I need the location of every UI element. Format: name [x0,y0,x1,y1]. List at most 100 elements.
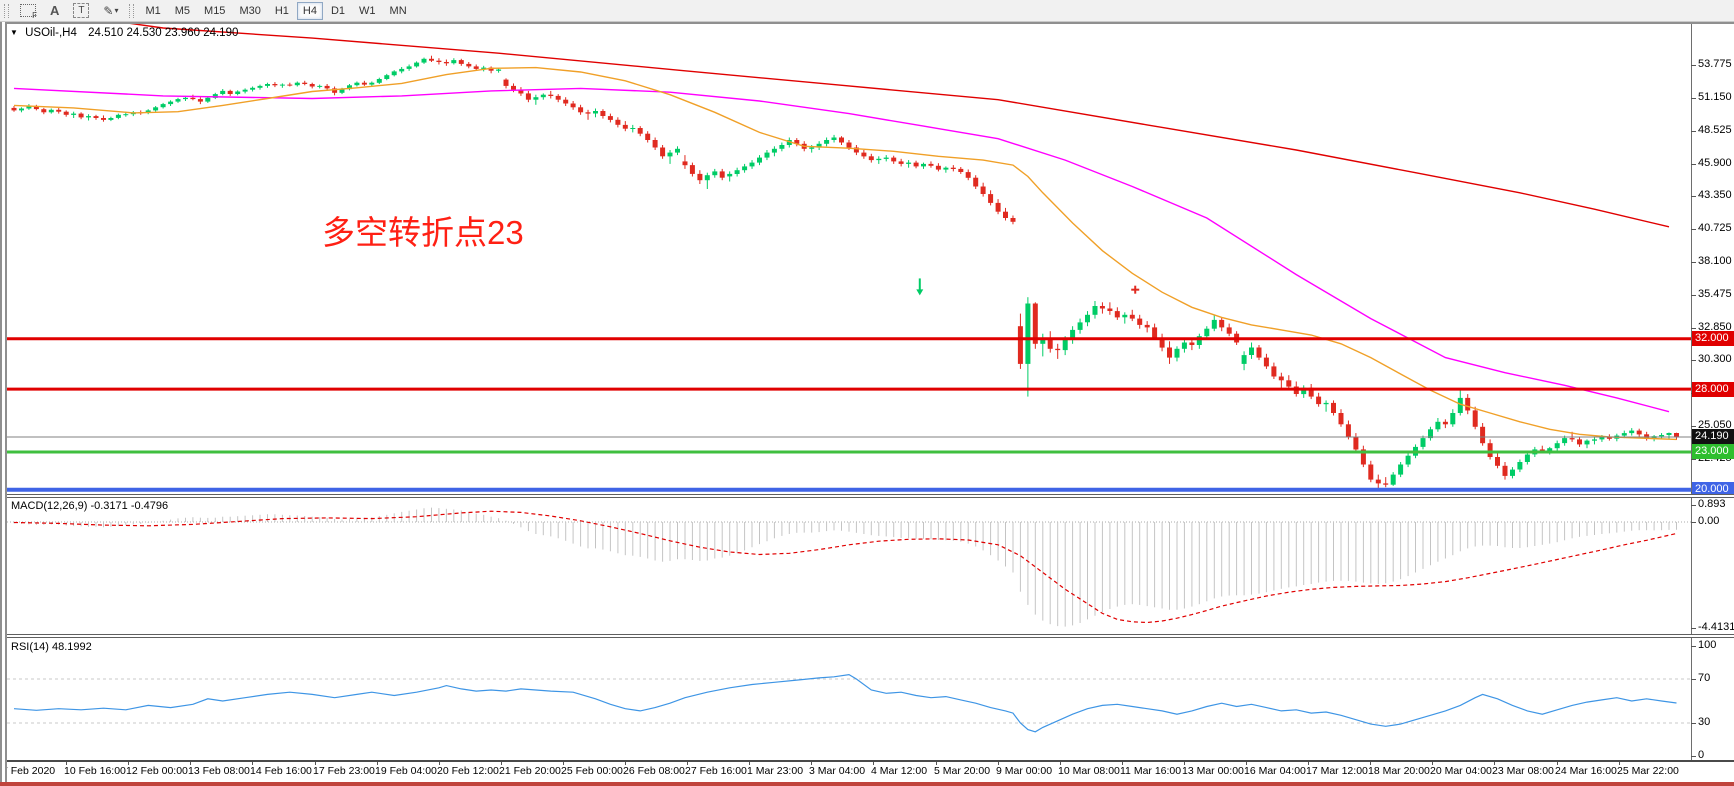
candle-body [615,119,621,125]
candle-body [1428,429,1433,439]
time-tick-label: 3 Mar 04:00 [809,765,866,777]
candle-body [1472,410,1478,427]
arrow-down-object[interactable] [916,278,924,296]
candle-body [1524,454,1530,462]
main-chart-plot[interactable] [0,22,1734,498]
candle-body [1323,402,1329,405]
rsi-line [13,673,1677,733]
candle-body [272,84,278,86]
arrow-down-icon [916,289,924,296]
candle-body [1577,439,1582,445]
candle-body [1017,326,1023,364]
candle-body [19,108,24,111]
candle-body [1487,443,1493,457]
candle-body [645,133,651,140]
candle-body [1204,328,1210,337]
time-tick-mark [1432,762,1433,765]
panel-separator-macd-rsi[interactable] [0,634,1734,638]
chart-grid-button[interactable]: F [14,2,42,20]
candle-body [622,124,628,129]
candle-body [339,89,345,93]
macd-panel-plot[interactable] [0,498,1734,634]
candle-body [727,173,733,177]
candle-body [764,152,770,158]
candle-body [861,152,867,157]
font-button[interactable]: A [44,2,65,20]
candle-body [71,113,77,115]
candle-body [518,89,524,94]
text-label-button[interactable]: T [67,2,95,20]
time-axis[interactable]: 7 Feb 2020 10 Feb 16:00 12 Feb 00:00 13 Feb… [0,762,1734,782]
timeframe-button-M1[interactable]: M1 [139,2,166,20]
time-tick-label: 7 Feb 2020 [2,765,56,777]
time-tick-mark [749,762,750,765]
candle-body [995,202,1001,212]
candle-body [734,170,740,174]
candle-body [824,140,830,144]
candle-body [443,62,449,64]
chart-window-left-frame[interactable] [0,22,7,782]
toolbar-grip[interactable] [129,3,135,18]
time-tick-label: 27 Feb 16:00 [685,765,747,777]
candle-body [928,163,934,166]
candle-body [1062,340,1068,351]
candle-body [600,111,606,116]
candle-body [1539,449,1545,451]
annotation-text[interactable]: 多空转折点23 [322,214,524,251]
candle-body [93,116,99,118]
candle-body [302,82,308,84]
candle-body [1674,433,1679,437]
candle-body [771,148,777,153]
chart-window-top-edge [0,22,1734,24]
ma-fast-line[interactable] [13,66,1677,441]
candle-body [786,140,792,145]
candle-body [1442,421,1448,425]
ma-slow-line[interactable] [118,22,1670,228]
candle-body [1196,336,1202,345]
candle-body [950,167,956,169]
candle-body [183,97,188,100]
time-tick-label: 24 Mar 16:00 [1555,765,1617,777]
cross-object[interactable] [1131,285,1140,294]
timeframe-button-H4[interactable]: H4 [296,1,323,20]
time-tick-label: 26 Feb 08:00 [623,765,685,777]
timeframe-button-W1[interactable]: W1 [353,2,382,20]
candle-body [1092,306,1098,315]
candle-body [675,148,680,153]
styler-button[interactable]: ✎ ▾ [97,2,124,20]
candle-body [1390,474,1396,485]
timeframe-button-MN[interactable]: MN [384,2,413,20]
panel-separator-main-macd[interactable] [0,494,1734,498]
candle-body [1055,348,1061,351]
timeframe-button-M30[interactable]: M30 [233,2,266,20]
timeframe-button-D1[interactable]: D1 [325,2,351,20]
candle-body [347,85,352,90]
ma-mid-line[interactable] [13,87,1670,413]
timeframe-button-M5[interactable]: M5 [169,2,196,20]
candle-body [294,82,300,86]
candles-layer[interactable] [11,55,1680,489]
time-tick-mark [873,762,874,765]
candle-body [1495,457,1500,466]
candle-body [570,103,576,108]
candle-body [1040,337,1046,344]
timeframe-button-group: M1 M5 M15 M30 H1 H4 D1 W1 MN [138,1,413,20]
timeframe-button-H1[interactable]: H1 [269,2,295,20]
rsi-indicator-label: RSI(14) 48.1992 [11,641,92,653]
candle-body [458,60,464,64]
candle-body [1107,308,1113,311]
rsi-panel-plot[interactable] [0,638,1734,760]
timeframe-button-M15[interactable]: M15 [198,2,231,20]
candle-body [399,68,405,72]
candle-body [168,101,174,105]
candle-body [160,104,166,108]
candle-body [980,186,986,194]
candle-body [891,157,897,162]
window-bottom-edge [0,782,1734,786]
candle-body [145,110,151,113]
candle-body [794,140,800,144]
candle-body [1099,306,1105,309]
toolbar-grip[interactable] [4,3,9,18]
time-tick-label: 13 Mar 00:00 [1182,765,1244,777]
candle-body [1241,355,1247,364]
